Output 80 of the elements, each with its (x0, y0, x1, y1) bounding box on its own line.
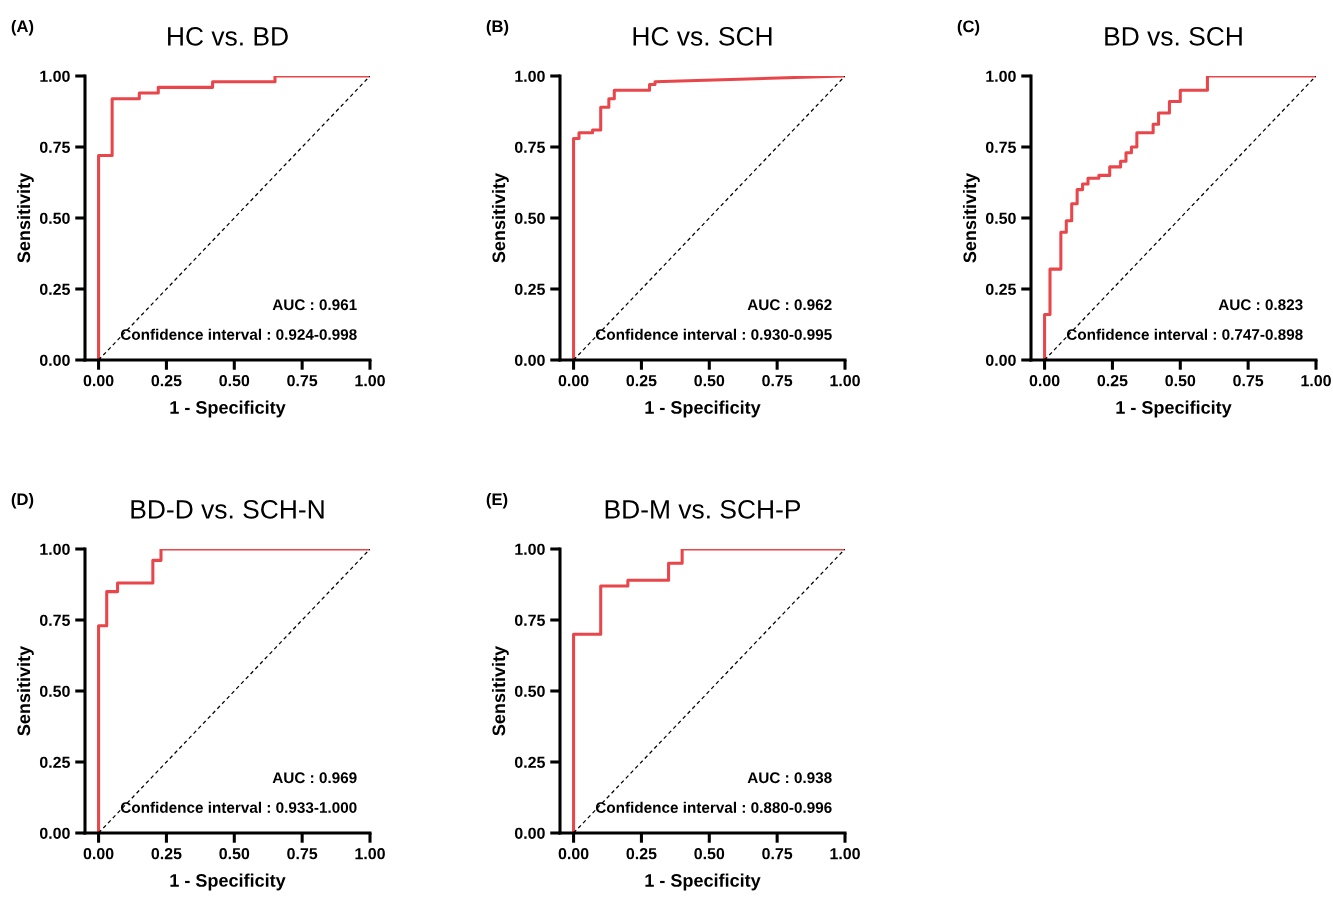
x-tick-label: 0.25 (151, 375, 182, 387)
text: (D) (11, 492, 34, 509)
text: (A) (11, 19, 34, 36)
x-tick-label: 0.00 (1029, 375, 1060, 387)
y-tick-label: 0.00 (39, 827, 70, 839)
annotation: AUC : 0.962 (747, 299, 832, 311)
y-tick-label: 0.75 (39, 141, 70, 153)
x-tick-label: 0.75 (762, 848, 793, 860)
x-axis-title: 1 - Specificity (170, 873, 286, 891)
y-tick-label: 1.00 (515, 543, 545, 555)
y-tick-label: 0.00 (514, 827, 545, 839)
text: (E) (486, 492, 508, 509)
y-axis-title: Sensitivity (491, 645, 509, 736)
x-tick-label: 0.50 (219, 375, 250, 387)
y-axis-title: Sensitivity (962, 172, 980, 263)
y-tick-label: 1.00 (986, 70, 1016, 82)
text: (B) (486, 19, 509, 36)
x-tick-label: 0.25 (151, 848, 182, 860)
x-tick-label: 0.75 (287, 375, 318, 387)
chart-title: BD-M vs. SCH-P (605, 500, 801, 519)
x-tick-label: 0.75 (287, 848, 318, 860)
annotation: AUC : 0.961 (272, 299, 357, 311)
y-tick-label: 0.25 (514, 283, 545, 295)
y-tick-label: 0.00 (39, 354, 70, 366)
y-tick-label: 0.75 (514, 614, 545, 626)
x-tick-label: 1.00 (1301, 375, 1331, 387)
x-tick-label: 0.25 (626, 375, 657, 387)
annotation: Confidence interval : 0.747-0.898 (1066, 328, 1303, 340)
y-tick-label: 0.50 (985, 212, 1016, 224)
y-axis-title: Sensitivity (16, 645, 34, 736)
x-tick-label: 0.50 (1165, 375, 1196, 387)
x-axis-title: 1 - Specificity (1116, 400, 1232, 418)
y-tick-label: 0.50 (514, 212, 545, 224)
y-axis-title: Sensitivity (16, 172, 34, 263)
x-tick-label: 0.75 (1233, 375, 1264, 387)
y-tick-label: 1.00 (40, 70, 70, 82)
y-tick-label: 0.75 (514, 141, 545, 153)
x-tick-label: 0.00 (558, 848, 589, 860)
y-tick-label: 1.00 (515, 70, 545, 82)
x-tick-label: 1.00 (830, 375, 860, 387)
x-tick-label: 0.50 (694, 375, 725, 387)
y-tick-label: 0.50 (514, 685, 545, 697)
y-tick-label: 0.75 (39, 614, 70, 626)
annotation: Confidence interval : 0.930-0.995 (595, 328, 832, 340)
y-tick-label: 0.25 (985, 283, 1016, 295)
text: (C) (957, 19, 980, 36)
x-axis-title: 1 - Specificity (645, 400, 761, 418)
x-tick-label: 0.75 (762, 375, 793, 387)
y-tick-label: 1.00 (40, 543, 70, 555)
y-tick-label: 0.50 (39, 212, 70, 224)
x-tick-label: 0.50 (694, 848, 725, 860)
y-axis-title: Sensitivity (491, 172, 509, 263)
annotation: Confidence interval : 0.924-0.998 (120, 328, 357, 340)
x-tick-label: 0.00 (558, 375, 589, 387)
y-tick-label: 0.00 (514, 354, 545, 366)
y-tick-label: 0.00 (985, 354, 1016, 366)
y-tick-label: 0.25 (514, 756, 545, 768)
x-axis-title: 1 - Specificity (645, 873, 761, 891)
x-tick-label: 0.00 (83, 375, 114, 387)
y-tick-label: 0.25 (39, 283, 70, 295)
x-tick-label: 0.50 (219, 848, 250, 860)
chart-title: HC vs. SCH (633, 27, 772, 46)
chart-title: BD-D vs. SCH-N (131, 500, 324, 519)
x-tick-label: 1.00 (355, 848, 385, 860)
annotation: AUC : 0.938 (747, 772, 832, 784)
y-tick-label: 0.25 (39, 756, 70, 768)
annotation: Confidence interval : 0.933-1.000 (120, 801, 357, 813)
x-tick-label: 0.00 (83, 848, 114, 860)
annotation: Confidence interval : 0.880-0.996 (595, 801, 832, 813)
x-tick-label: 0.25 (626, 848, 657, 860)
annotation: AUC : 0.823 (1218, 299, 1303, 311)
x-tick-label: 1.00 (830, 848, 860, 860)
y-tick-label: 0.50 (39, 685, 70, 697)
chart-title: HC vs. BD (168, 27, 288, 46)
x-axis-title: 1 - Specificity (170, 400, 286, 418)
y-tick-label: 0.75 (985, 141, 1016, 153)
x-tick-label: 0.25 (1097, 375, 1128, 387)
x-tick-label: 1.00 (355, 375, 385, 387)
chart-title: BD vs. SCH (1105, 27, 1242, 46)
annotation: AUC : 0.969 (272, 772, 357, 784)
